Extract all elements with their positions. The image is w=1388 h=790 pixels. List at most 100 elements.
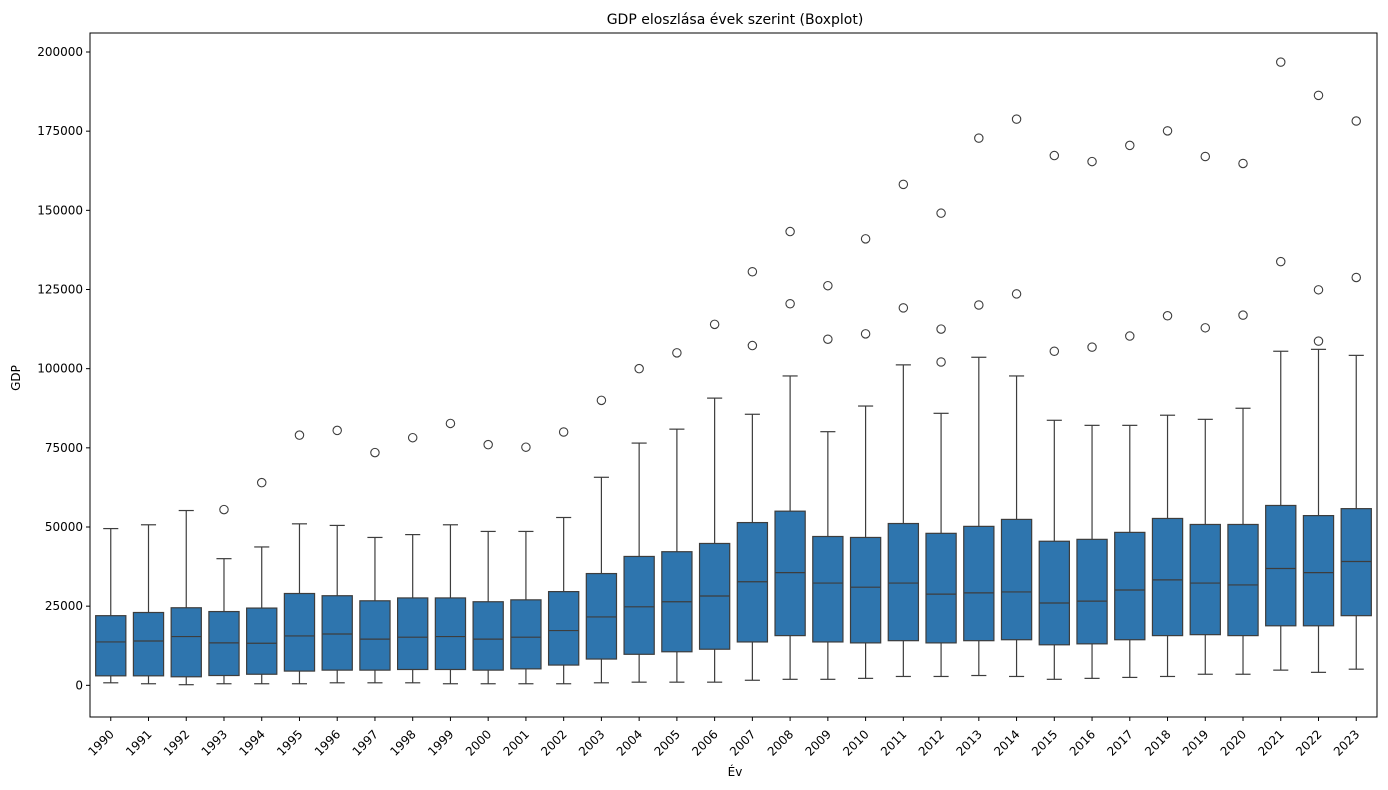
outlier-point	[1313, 90, 1324, 101]
x-tick-label: 2014	[991, 727, 1022, 758]
outlier-point	[785, 226, 795, 237]
x-axis: 1990 1991 1992 1993 1994 1995 1996 1997 1998 1999…	[85, 717, 1362, 759]
box-2006	[698, 319, 731, 683]
iqr-box	[1227, 523, 1259, 637]
x-tick-label: 2007	[727, 727, 758, 758]
iqr-box	[321, 595, 353, 671]
box-2018	[1151, 126, 1184, 678]
outlier-point	[634, 363, 644, 374]
y-tick-label: 200000	[37, 45, 83, 59]
outlier-point	[1011, 114, 1022, 124]
outlier-point	[974, 133, 984, 143]
x-tick-label: 1994	[236, 727, 267, 758]
box-1996	[321, 425, 353, 684]
outlier-point	[332, 425, 342, 436]
iqr-box	[1302, 514, 1335, 627]
iqr-box	[547, 590, 580, 666]
y-axis-label: GDP	[9, 365, 23, 391]
outlier-point	[370, 447, 380, 458]
iqr-box	[585, 572, 618, 660]
x-tick-label: 2009	[802, 727, 833, 758]
outlier-point	[974, 300, 984, 310]
x-tick-label: 1992	[161, 727, 192, 758]
x-tick-label: 2015	[1029, 727, 1060, 758]
iqr-box	[208, 610, 240, 677]
box-2012	[925, 208, 957, 678]
box-2001	[510, 442, 542, 685]
iqr-box	[925, 532, 957, 644]
x-tick-label: 2013	[953, 727, 984, 758]
outlier-point	[1200, 151, 1211, 162]
box-1998	[396, 432, 429, 684]
iqr-box	[1265, 504, 1297, 627]
outlier-point	[1125, 140, 1135, 151]
box-2003	[585, 395, 618, 684]
y-tick-label: 175000	[37, 124, 83, 138]
outlier-point	[709, 319, 720, 330]
box-1995	[283, 430, 316, 685]
iqr-box	[1000, 518, 1033, 641]
y-axis: 0 25000 50000 75000 100000 125000 150000 175000…	[37, 45, 90, 692]
plot-area	[95, 57, 1372, 686]
box-2017	[1114, 140, 1146, 679]
iqr-box	[246, 607, 278, 675]
iqr-box	[774, 510, 806, 637]
iqr-box	[887, 522, 920, 642]
box-2005	[661, 348, 693, 683]
iqr-box	[283, 592, 316, 672]
box-2023	[1340, 116, 1372, 670]
outlier-point	[256, 477, 267, 488]
box-2013	[963, 133, 995, 677]
outlier-point	[860, 329, 871, 339]
outlier-point	[898, 303, 909, 313]
x-tick-label: 2008	[765, 727, 796, 758]
outlier-point	[823, 280, 833, 291]
outlier-point	[1238, 158, 1248, 169]
x-tick-label: 2022	[1293, 727, 1324, 758]
x-tick-label: 2003	[576, 727, 607, 758]
box-2014	[1000, 114, 1033, 678]
box-2022	[1302, 90, 1335, 673]
outlier-point	[596, 395, 607, 406]
outlier-point	[1049, 346, 1060, 356]
box-2007	[736, 267, 769, 681]
x-tick-label: 2018	[1142, 727, 1173, 758]
box-2000	[472, 439, 504, 685]
outlier-point	[1011, 289, 1022, 299]
outlier-point	[898, 179, 909, 190]
plot-frame	[89, 32, 1378, 718]
x-tick-label: 2017	[1104, 727, 1135, 758]
outlier-point	[1313, 285, 1324, 295]
x-tick-label: 2002	[538, 727, 569, 758]
iqr-box	[1340, 508, 1372, 617]
outlier-point	[823, 334, 833, 344]
x-tick-label: 1993	[199, 727, 230, 758]
outlier-point	[558, 427, 569, 437]
outlier-point	[1162, 126, 1173, 136]
iqr-box	[1151, 517, 1184, 637]
x-tick-label: 2021	[1255, 727, 1286, 758]
outlier-point	[1276, 57, 1286, 67]
outlier-point	[1087, 156, 1097, 167]
outlier-point	[521, 442, 531, 452]
outlier-point	[1313, 336, 1324, 346]
outlier-point	[672, 348, 682, 358]
iqr-box	[1189, 523, 1221, 636]
iqr-box	[472, 601, 504, 671]
iqr-box	[95, 615, 127, 677]
iqr-box	[1076, 538, 1108, 645]
iqr-box	[849, 536, 882, 644]
box-1993	[208, 504, 240, 685]
y-tick-label: 25000	[45, 599, 83, 613]
outlier-point	[1200, 323, 1211, 333]
outlier-point	[1351, 272, 1361, 283]
outlier-point	[785, 298, 795, 309]
x-axis-label: Év	[728, 764, 743, 779]
iqr-box	[510, 599, 542, 670]
y-tick-label: 150000	[37, 203, 83, 217]
box-2019	[1189, 151, 1221, 675]
x-tick-label: 1991	[123, 727, 154, 758]
box-1990	[95, 527, 127, 684]
y-tick-label: 75000	[45, 441, 83, 455]
